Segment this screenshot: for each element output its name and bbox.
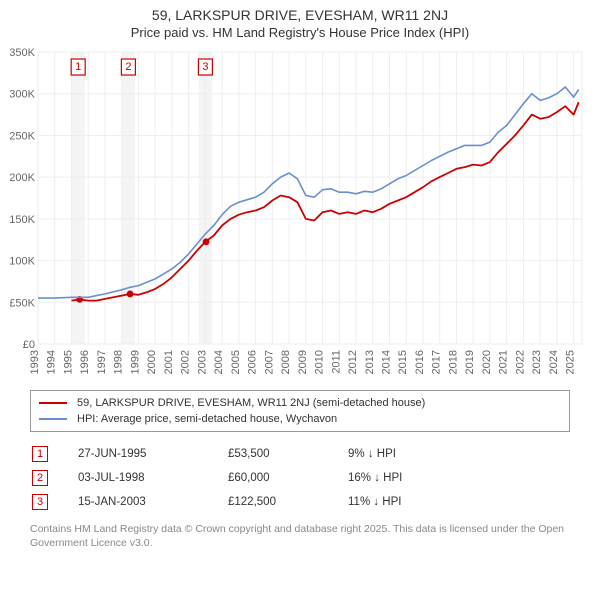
sale-marker-icon: 2 bbox=[32, 470, 48, 486]
svg-text:2000: 2000 bbox=[146, 350, 158, 374]
page-root: 59, LARKSPUR DRIVE, EVESHAM, WR11 2NJ Pr… bbox=[0, 7, 600, 597]
sale-date: 03-JUL-1998 bbox=[48, 472, 228, 484]
svg-text:2008: 2008 bbox=[280, 350, 292, 374]
table-row: 2 03-JUL-1998 £60,000 16% ↓ HPI bbox=[30, 466, 570, 490]
svg-text:2007: 2007 bbox=[263, 350, 275, 374]
sale-marker-icon: 3 bbox=[32, 494, 48, 510]
legend-swatch-hpi bbox=[39, 418, 67, 420]
svg-text:1995: 1995 bbox=[62, 350, 74, 374]
svg-text:2003: 2003 bbox=[196, 350, 208, 374]
svg-text:2018: 2018 bbox=[447, 350, 459, 374]
legend-row-property: 59, LARKSPUR DRIVE, EVESHAM, WR11 2NJ (s… bbox=[39, 395, 561, 411]
svg-text:1999: 1999 bbox=[129, 350, 141, 374]
svg-text:2025: 2025 bbox=[565, 350, 577, 374]
sale-diff: 16% ↓ HPI bbox=[348, 472, 508, 484]
svg-text:2015: 2015 bbox=[397, 350, 409, 374]
sales-table: 1 27-JUN-1995 £53,500 9% ↓ HPI 2 03-JUL-… bbox=[30, 442, 570, 514]
sale-diff: 9% ↓ HPI bbox=[348, 448, 508, 460]
legend-label-hpi: HPI: Average price, semi-detached house,… bbox=[77, 413, 337, 425]
svg-text:£100K: £100K bbox=[10, 256, 36, 268]
svg-text:1: 1 bbox=[75, 61, 81, 73]
svg-text:2012: 2012 bbox=[347, 350, 359, 374]
svg-text:1996: 1996 bbox=[79, 350, 91, 374]
page-subtitle: Price paid vs. HM Land Registry's House … bbox=[0, 25, 600, 40]
svg-text:2023: 2023 bbox=[531, 350, 543, 374]
page-title: 59, LARKSPUR DRIVE, EVESHAM, WR11 2NJ bbox=[0, 7, 600, 23]
legend-label-property: 59, LARKSPUR DRIVE, EVESHAM, WR11 2NJ (s… bbox=[77, 397, 425, 409]
sale-price: £60,000 bbox=[228, 472, 348, 484]
table-row: 1 27-JUN-1995 £53,500 9% ↓ HPI bbox=[30, 442, 570, 466]
svg-text:2022: 2022 bbox=[514, 350, 526, 374]
legend: 59, LARKSPUR DRIVE, EVESHAM, WR11 2NJ (s… bbox=[30, 390, 570, 432]
sale-date: 27-JUN-1995 bbox=[48, 448, 228, 460]
svg-text:£150K: £150K bbox=[10, 214, 36, 226]
svg-text:2014: 2014 bbox=[381, 350, 393, 374]
sale-diff: 11% ↓ HPI bbox=[348, 496, 508, 508]
svg-text:2013: 2013 bbox=[364, 350, 376, 374]
svg-text:2019: 2019 bbox=[464, 350, 476, 374]
svg-text:£200K: £200K bbox=[10, 172, 36, 184]
svg-text:2016: 2016 bbox=[414, 350, 426, 374]
svg-text:1994: 1994 bbox=[46, 350, 58, 374]
svg-text:2010: 2010 bbox=[314, 350, 326, 374]
svg-text:2005: 2005 bbox=[230, 350, 242, 374]
svg-text:£350K: £350K bbox=[10, 47, 36, 59]
sale-price: £122,500 bbox=[228, 496, 348, 508]
svg-text:2004: 2004 bbox=[213, 350, 225, 374]
svg-text:2001: 2001 bbox=[163, 350, 175, 374]
svg-text:2006: 2006 bbox=[247, 350, 259, 374]
svg-text:1993: 1993 bbox=[29, 350, 41, 374]
svg-text:2011: 2011 bbox=[330, 350, 342, 374]
price-chart: £0 £50K £100K £150K £200K £250K £300K £350K 1993… bbox=[10, 44, 590, 384]
svg-text:£50K: £50K bbox=[10, 297, 36, 309]
sale-marker-icon: 1 bbox=[32, 446, 48, 462]
svg-text:1997: 1997 bbox=[96, 350, 108, 374]
svg-text:2: 2 bbox=[125, 61, 131, 73]
svg-text:2017: 2017 bbox=[431, 350, 443, 374]
sale-date: 15-JAN-2003 bbox=[48, 496, 228, 508]
chart-svg: £0 £50K £100K £150K £200K £250K £300K £350K 1993… bbox=[10, 44, 590, 384]
svg-text:2009: 2009 bbox=[297, 350, 309, 374]
svg-text:1998: 1998 bbox=[113, 350, 125, 374]
table-row: 3 15-JAN-2003 £122,500 11% ↓ HPI bbox=[30, 490, 570, 514]
svg-text:£250K: £250K bbox=[10, 130, 36, 142]
footnote: Contains HM Land Registry data © Crown c… bbox=[30, 522, 570, 550]
svg-text:2002: 2002 bbox=[180, 350, 192, 374]
sale-price: £53,500 bbox=[228, 448, 348, 460]
legend-row-hpi: HPI: Average price, semi-detached house,… bbox=[39, 411, 561, 427]
legend-swatch-property bbox=[39, 402, 67, 404]
svg-text:2024: 2024 bbox=[548, 350, 560, 374]
svg-text:2020: 2020 bbox=[481, 350, 493, 374]
svg-text:£0: £0 bbox=[23, 339, 35, 351]
svg-text:£300K: £300K bbox=[10, 89, 36, 101]
svg-text:2021: 2021 bbox=[498, 350, 510, 374]
svg-text:3: 3 bbox=[202, 61, 208, 73]
